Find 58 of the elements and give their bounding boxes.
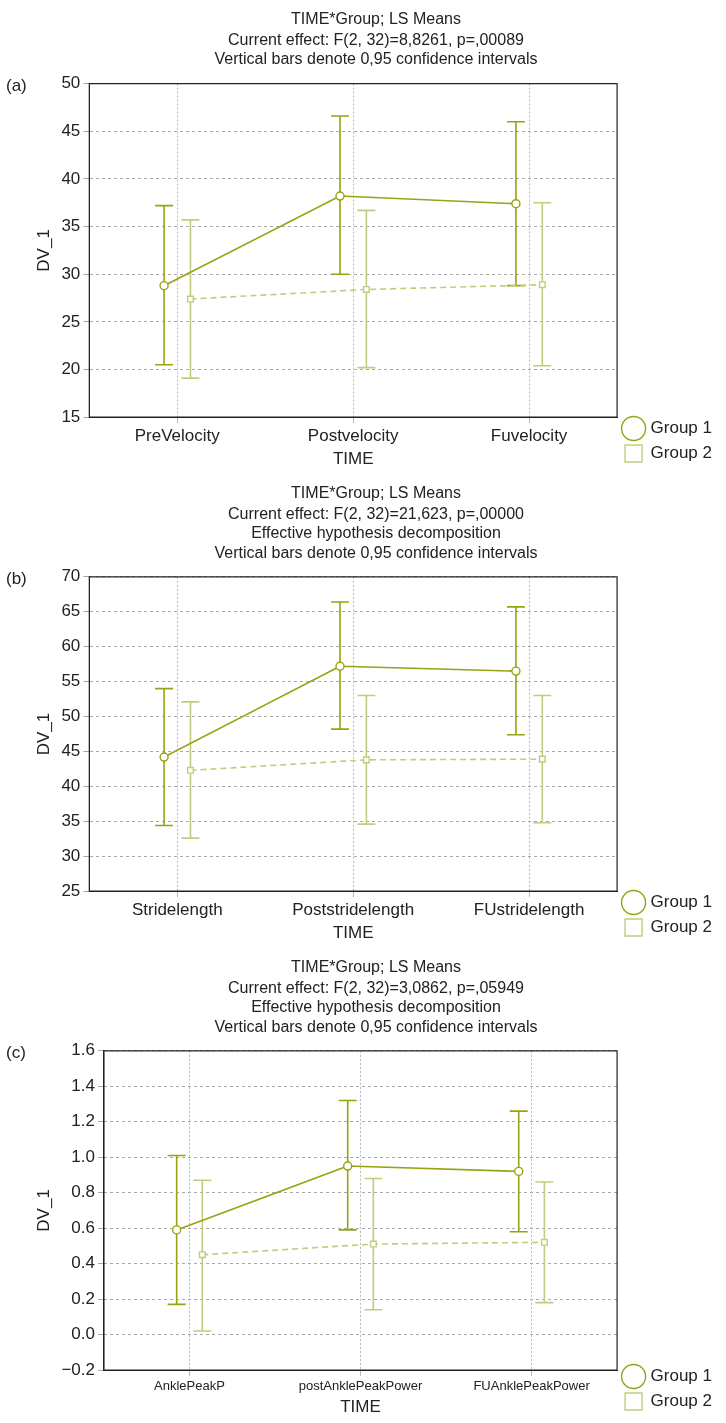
text: (b) (6, 568, 27, 588)
x-tick-label: FUAnklePeakPower (473, 1378, 591, 1394)
legend-label: Group 2 (650, 917, 713, 937)
y-tick-label: −0.2 (61, 1359, 95, 1379)
y-tick-label: 70 (61, 566, 81, 586)
y-tick-label: 30 (61, 845, 81, 865)
y-tick-label: 0.4 (71, 1253, 95, 1273)
x-axis-title: TIME (332, 449, 374, 469)
chart-subtitle: Current effect: F(2, 32)=3,0862, p=,05949 Effective hypothesis decomposition Vertical bars denote 0,95 confidence intervals (214, 979, 538, 1035)
y-tick-label: 0.6 (71, 1217, 95, 1237)
chart-subtitle: Current effect: F(2, 32)=8,8261, p=,00089 Vertical bars denote 0,95 confidence intervals (214, 31, 538, 68)
y-axis-title: DV_1 (33, 229, 53, 272)
y-tick-label: 1.6 (71, 1040, 95, 1060)
y-tick-label: 45 (61, 120, 81, 140)
y-tick-label: 40 (61, 776, 81, 796)
y-tick-label: 35 (61, 216, 81, 236)
y-tick-label: 40 (61, 168, 81, 188)
x-tick-label: Postvelocity (307, 426, 400, 446)
y-tick-label: 50 (61, 706, 81, 726)
y-tick-label: 30 (61, 263, 81, 283)
y-tick-label: 50 (61, 73, 81, 93)
x-tick-label: AnklePeakP (154, 1378, 225, 1394)
x-tick-label: PreVelocity (134, 426, 221, 446)
chart-subtitle: Current effect: F(2, 32)=21,623, p=,00000 Effective hypothesis decomposition Vertical bars denote 0,95 confidence intervals (214, 505, 538, 561)
x-tick-label: Stridelength (131, 900, 223, 920)
y-tick-label: 55 (61, 671, 81, 691)
legend-label: Group 2 (650, 443, 713, 463)
x-axis-title: TIME (332, 923, 374, 943)
y-tick-label: 0.2 (71, 1288, 95, 1308)
legend-label: Group 2 (650, 1391, 713, 1411)
y-tick-label: 60 (61, 636, 81, 656)
y-tick-label: 15 (61, 406, 81, 426)
y-tick-label: 20 (61, 359, 81, 379)
y-tick-label: 45 (61, 741, 81, 761)
y-axis-title: DV_1 (33, 1189, 53, 1232)
x-tick-label: postAnklePeakPower (298, 1378, 423, 1394)
x-tick-label: FUstridelength (473, 900, 585, 920)
chart-title: TIME*Group; LS Means (291, 10, 461, 28)
y-tick-label: 0.0 (71, 1324, 95, 1344)
y-tick-label: 1.2 (71, 1111, 95, 1131)
legend-label: Group 1 (650, 1366, 713, 1386)
y-tick-label: 1.0 (71, 1146, 95, 1166)
legend-label: Group 1 (650, 418, 713, 438)
y-tick-label: 1.4 (71, 1075, 95, 1095)
text: (a) (6, 75, 27, 95)
chart-title: TIME*Group; LS Means (291, 484, 461, 502)
y-tick-label: 25 (61, 311, 81, 331)
y-axis-title: DV_1 (33, 712, 53, 756)
y-tick-label: 25 (61, 880, 81, 900)
y-tick-label: 35 (61, 811, 81, 831)
y-tick-label: 65 (61, 601, 81, 621)
text: (c) (6, 1042, 26, 1062)
x-tick-label: Fuvelocity (490, 426, 568, 446)
x-tick-label: Poststridelength (292, 900, 415, 920)
x-axis-title: TIME (340, 1397, 381, 1417)
y-tick-label: 0.8 (71, 1182, 95, 1202)
chart-title: TIME*Group; LS Means (291, 958, 461, 976)
legend-label: Group 1 (650, 892, 713, 912)
